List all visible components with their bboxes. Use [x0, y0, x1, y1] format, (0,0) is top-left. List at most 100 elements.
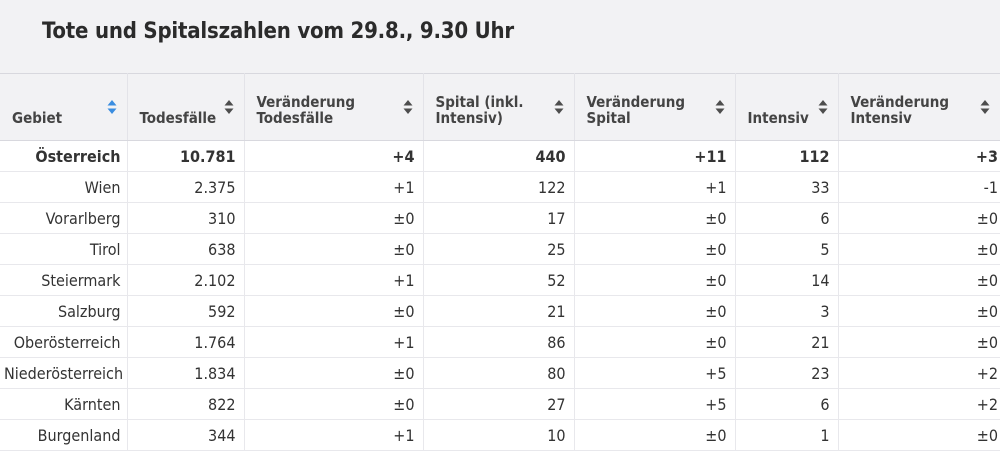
data-table: Gebiet Todesfälle Veränderung Todesfälle…: [0, 73, 1000, 451]
hospital-change-cell: +5: [574, 389, 735, 420]
hospital-change-cell: +5: [574, 358, 735, 389]
icu-cell: 21: [735, 327, 838, 358]
deaths-cell: 10.781: [127, 141, 244, 172]
title-bar: Tote und Spitalszahlen vom 29.8., 9.30 U…: [0, 0, 1000, 73]
deaths-change-cell: +1: [244, 327, 423, 358]
column-header-spital[interactable]: Spital (inkl. Intensiv): [423, 74, 574, 141]
hospital-change-cell: ±0: [574, 234, 735, 265]
sort-icon: [818, 99, 828, 115]
deaths-change-cell: +1: [244, 172, 423, 203]
column-header-todesfaelle[interactable]: Todesfälle: [127, 74, 244, 141]
deaths-cell: 2.375: [127, 172, 244, 203]
icu-change-cell: ±0: [838, 420, 1000, 451]
icu-cell: 5: [735, 234, 838, 265]
deaths-change-cell: ±0: [244, 234, 423, 265]
icu-change-cell: ±0: [838, 296, 1000, 327]
hospital-cell: 17: [423, 203, 574, 234]
region-cell: Tirol: [0, 234, 127, 265]
column-header-gebiet[interactable]: Gebiet: [0, 74, 127, 141]
hospital-cell: 86: [423, 327, 574, 358]
region-cell: Wien: [0, 172, 127, 203]
icu-change-cell: ±0: [838, 327, 1000, 358]
page-title: Tote und Spitalszahlen vom 29.8., 9.30 U…: [42, 19, 1000, 44]
hospital-change-cell: +11: [574, 141, 735, 172]
header-row: Gebiet Todesfälle Veränderung Todesfälle…: [0, 74, 1000, 141]
deaths-cell: 2.102: [127, 265, 244, 296]
icu-cell: 23: [735, 358, 838, 389]
deaths-cell: 344: [127, 420, 244, 451]
sort-icon: [403, 99, 413, 115]
hospital-cell: 27: [423, 389, 574, 420]
region-cell: Niederösterreich: [0, 358, 127, 389]
deaths-change-cell: +4: [244, 141, 423, 172]
region-cell: Kärnten: [0, 389, 127, 420]
region-cell: Burgenland: [0, 420, 127, 451]
column-header-veraenderung-spital[interactable]: Veränderung Spital: [574, 74, 735, 141]
hospital-change-cell: ±0: [574, 203, 735, 234]
region-cell: Österreich: [0, 141, 127, 172]
region-cell: Steiermark: [0, 265, 127, 296]
sort-icon: [107, 99, 117, 115]
icu-change-cell: ±0: [838, 203, 1000, 234]
hospital-cell: 52: [423, 265, 574, 296]
icu-cell: 14: [735, 265, 838, 296]
column-header-intensiv[interactable]: Intensiv: [735, 74, 838, 141]
hospital-change-cell: ±0: [574, 327, 735, 358]
sort-icon: [980, 99, 990, 115]
column-header-veraenderung-intensiv[interactable]: Veränderung Intensiv: [838, 74, 1000, 141]
region-cell: Vorarlberg: [0, 203, 127, 234]
icu-cell: 6: [735, 203, 838, 234]
sort-icon: [554, 99, 564, 115]
region-cell: Oberösterreich: [0, 327, 127, 358]
icu-cell: 6: [735, 389, 838, 420]
icu-change-cell: ±0: [838, 234, 1000, 265]
icu-change-cell: -1: [838, 172, 1000, 203]
sort-icon: [224, 99, 234, 115]
icu-cell: 112: [735, 141, 838, 172]
hospital-change-cell: ±0: [574, 296, 735, 327]
deaths-change-cell: ±0: [244, 358, 423, 389]
deaths-cell: 1.834: [127, 358, 244, 389]
hospital-change-cell: +1: [574, 172, 735, 203]
hospital-cell: 21: [423, 296, 574, 327]
column-header-veraenderung-todesfaelle[interactable]: Veränderung Todesfälle: [244, 74, 423, 141]
sort-icon: [715, 99, 725, 115]
hospital-cell: 10: [423, 420, 574, 451]
region-cell: Salzburg: [0, 296, 127, 327]
icu-change-cell: +3: [838, 141, 1000, 172]
icu-cell: 33: [735, 172, 838, 203]
hospital-change-cell: ±0: [574, 420, 735, 451]
icu-change-cell: +2: [838, 389, 1000, 420]
icu-change-cell: ±0: [838, 265, 1000, 296]
deaths-cell: 822: [127, 389, 244, 420]
hospital-change-cell: ±0: [574, 265, 735, 296]
deaths-cell: 1.764: [127, 327, 244, 358]
hospital-cell: 80: [423, 358, 574, 389]
deaths-change-cell: +1: [244, 265, 423, 296]
column-header-label: Veränderung Todesfälle: [257, 94, 423, 126]
hospital-cell: 122: [423, 172, 574, 203]
icu-cell: 1: [735, 420, 838, 451]
hospital-cell: 440: [423, 141, 574, 172]
deaths-change-cell: ±0: [244, 389, 423, 420]
hospital-cell: 25: [423, 234, 574, 265]
column-header-label: Veränderung Intensiv: [851, 94, 1000, 126]
icu-cell: 3: [735, 296, 838, 327]
deaths-cell: 638: [127, 234, 244, 265]
deaths-cell: 310: [127, 203, 244, 234]
deaths-change-cell: +1: [244, 420, 423, 451]
deaths-change-cell: ±0: [244, 296, 423, 327]
deaths-cell: 592: [127, 296, 244, 327]
column-header-label: Veränderung Spital: [587, 94, 735, 126]
icu-change-cell: +2: [838, 358, 1000, 389]
